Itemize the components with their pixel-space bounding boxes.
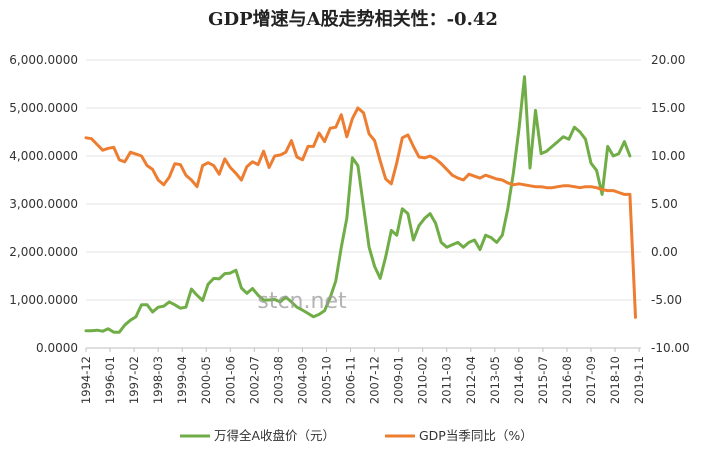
legend: 万得全A收盘价（元） GDP当季同比（%）	[180, 428, 533, 443]
x-tick-label: 2004-09	[295, 356, 309, 404]
x-axis: 1994-12 1996-01 1997-02 1998-03 1999-04 2000-…	[79, 348, 646, 404]
x-tick-label: 1999-04	[175, 356, 189, 404]
x-tick-label: 2012-04	[464, 356, 478, 404]
legend-label: 万得全A收盘价（元）	[214, 428, 335, 443]
series-line-gdp	[84, 106, 637, 319]
watermark-text: stcn.net	[257, 289, 347, 314]
right-tick-label: -5.00	[651, 293, 682, 307]
x-tick-label: 2011-03	[440, 356, 454, 404]
left-tick-label: 3,000.0000	[9, 197, 78, 211]
x-tick-label: 1994-12	[79, 356, 93, 404]
x-tick-label: 1998-03	[151, 356, 165, 404]
left-tick-label: 4,000.0000	[9, 149, 78, 163]
x-tick-label: 2017-09	[584, 356, 598, 404]
x-tick-label: 2014-06	[512, 356, 526, 404]
series-line-index	[84, 75, 632, 334]
grid-lines	[86, 59, 641, 349]
right-tick-label: 20.00	[651, 53, 685, 67]
x-tick-label: 2001-06	[223, 356, 237, 404]
right-tick-label: 10.00	[651, 149, 685, 163]
x-tick-label: 2013-05	[488, 356, 502, 404]
legend-label: GDP当季同比（%）	[419, 428, 533, 443]
x-tick-label: 2009-01	[392, 356, 406, 404]
left-y-axis: 0.0000 1,000.0000 2,000.0000 3,000.0000 4,00…	[9, 53, 78, 355]
x-tick-label: 1996-01	[103, 356, 117, 404]
right-y-axis: -10.00 -5.00 0.00 5.00 10.00 15.00 20.00	[651, 53, 690, 355]
left-tick-label: 6,000.0000	[9, 53, 78, 67]
right-tick-label: -10.00	[651, 341, 690, 355]
left-tick-label: 1,000.0000	[9, 293, 78, 307]
x-tick-label: 2010-02	[416, 356, 430, 404]
x-tick-label: 2003-08	[271, 356, 285, 404]
x-tick-label: 2000-05	[199, 356, 213, 404]
x-tick-label: 2007-12	[368, 356, 382, 404]
x-tick-label: 1997-02	[127, 356, 141, 404]
x-tick-label: 2019-11	[632, 356, 646, 404]
right-tick-label: 0.00	[651, 245, 678, 259]
series-lines	[84, 75, 637, 334]
right-tick-label: 15.00	[651, 101, 685, 115]
left-tick-label: 2,000.0000	[9, 245, 78, 259]
left-tick-label: 5,000.0000	[9, 101, 78, 115]
right-tick-label: 5.00	[651, 197, 678, 211]
left-tick-label: 0.0000	[36, 341, 78, 355]
x-tick-label: 2005-10	[319, 356, 333, 404]
x-tick-label: 2018-10	[608, 356, 622, 404]
x-tick-label: 2015-07	[536, 356, 550, 404]
x-tick-label: 2016-08	[560, 356, 574, 404]
x-tick-label: 2002-07	[247, 356, 261, 404]
x-tick-label: 2006-11	[344, 356, 358, 404]
chart-title: GDP增速与A股走势相关性：-0.42	[208, 8, 498, 30]
